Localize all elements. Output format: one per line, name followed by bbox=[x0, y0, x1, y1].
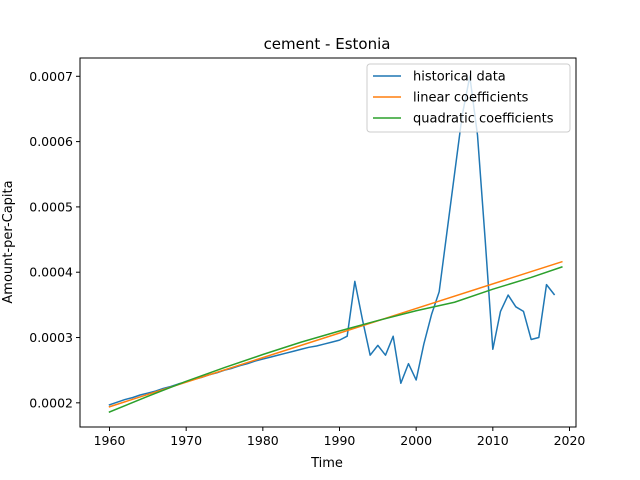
series-line-2 bbox=[108, 266, 563, 413]
x-tick-label: 1990 bbox=[324, 433, 356, 448]
legend: historical data linear coefficients quadra… bbox=[366, 63, 571, 133]
x-tick-label: 1980 bbox=[247, 433, 279, 448]
legend-label-0: historical data bbox=[413, 70, 506, 85]
y-tick-label: 0.0004 bbox=[29, 265, 73, 280]
y-tick-label: 0.0002 bbox=[29, 395, 73, 410]
plot-series-group bbox=[108, 75, 563, 413]
y-axis: 0.0002 0.0003 0.0004 0.0005 0.0006 0.0007 bbox=[29, 69, 80, 410]
x-tick-label: 2000 bbox=[400, 433, 432, 448]
x-axis-label: Time bbox=[310, 456, 343, 471]
y-tick-label: 0.0003 bbox=[29, 330, 73, 345]
x-axis: 1960 1970 1980 1990 2000 2010 2020 bbox=[94, 427, 586, 448]
x-tick-label: 2010 bbox=[477, 433, 509, 448]
chart-title: cement - Estonia bbox=[264, 35, 391, 53]
x-tick-label: 1960 bbox=[94, 433, 126, 448]
y-tick-label: 0.0007 bbox=[29, 69, 73, 84]
x-tick-label: 2020 bbox=[554, 433, 586, 448]
legend-box bbox=[366, 63, 571, 133]
plot-frame bbox=[79, 57, 577, 428]
x-tick-label: 1970 bbox=[170, 433, 202, 448]
legend-label-2: quadratic coefficients bbox=[413, 112, 554, 127]
y-tick-label: 0.0005 bbox=[29, 199, 73, 214]
legend-label-1: linear coefficients bbox=[413, 91, 529, 106]
y-axis-label: Amount-per-Capita bbox=[1, 180, 16, 303]
y-tick-label: 0.0006 bbox=[29, 134, 73, 149]
